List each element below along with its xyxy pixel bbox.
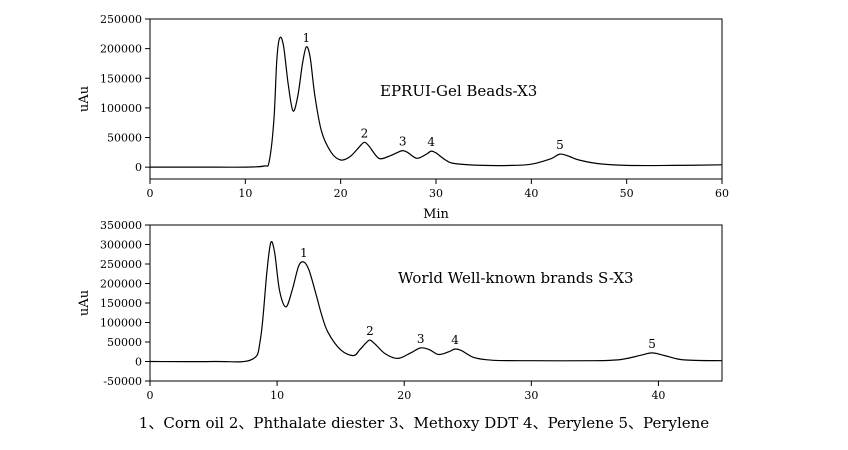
top-x-tick-label-6: 60 bbox=[715, 187, 729, 200]
top-y-tick-label-2: 100000 bbox=[100, 102, 142, 115]
top-plot-title: EPRUI-Gel Beads-X3 bbox=[380, 82, 537, 100]
bottom-y-tick-label-1: 0 bbox=[135, 356, 142, 369]
bottom-y-axis-label: uAu bbox=[77, 290, 92, 316]
top-peak-label-1: 1 bbox=[303, 31, 311, 45]
bottom-plot-title: World Well-known brands S-X3 bbox=[398, 269, 634, 287]
bottom-x-tick-label-2: 20 bbox=[397, 389, 411, 402]
bottom-y-ticks: -50000 0 50000 100000 150000 200000 250000 3000… bbox=[100, 219, 150, 388]
top-peak-label-5: 5 bbox=[556, 138, 564, 152]
bottom-x-tick-label-1: 10 bbox=[270, 389, 284, 402]
bottom-series-line bbox=[149, 240, 723, 363]
top-y-tick-label-3: 150000 bbox=[100, 72, 142, 85]
top-x-tick-label-4: 40 bbox=[524, 187, 538, 200]
bottom-peak-label-5: 5 bbox=[648, 337, 656, 351]
bottom-y-tick-label-5: 200000 bbox=[100, 278, 142, 291]
bottom-peak-label-3: 3 bbox=[417, 332, 425, 346]
bottom-y-tick-label-0: -50000 bbox=[103, 375, 142, 388]
bottom-peak-label-2: 2 bbox=[366, 324, 374, 338]
top-peak-label-2: 2 bbox=[361, 126, 369, 140]
bottom-peak-label-1: 1 bbox=[300, 246, 308, 260]
bottom-y-tick-label-6: 250000 bbox=[100, 258, 142, 271]
bottom-plot-frame bbox=[149, 224, 723, 382]
bottom-x-ticks: 0 10 20 30 40 bbox=[147, 381, 665, 402]
top-y-tick-label-1: 50000 bbox=[107, 132, 142, 145]
bottom-peak-label-4: 4 bbox=[451, 333, 459, 347]
top-x-tick-label-0: 0 bbox=[147, 187, 154, 200]
top-y-tick-label-0: 0 bbox=[135, 161, 142, 174]
bottom-x-tick-label-0: 0 bbox=[147, 389, 154, 402]
bottom-x-tick-label-4: 40 bbox=[651, 389, 665, 402]
top-x-ticks: 0 10 20 30 40 50 60 bbox=[147, 179, 729, 200]
bottom-y-tick-label-4: 150000 bbox=[100, 297, 142, 310]
top-x-tick-label-2: 20 bbox=[334, 187, 348, 200]
bottom-y-tick-label-2: 50000 bbox=[107, 336, 142, 349]
top-y-ticks: 0 50000 100000 150000 200000 250000 bbox=[100, 13, 150, 174]
top-peak-label-3: 3 bbox=[399, 135, 407, 149]
bottom-chromatogram: -500000500001000001500002000002500003000… bbox=[77, 219, 723, 402]
top-series-line bbox=[150, 36, 723, 168]
bottom-peak-labels: 1 2 3 4 5 bbox=[300, 246, 656, 351]
top-peak-label-4: 4 bbox=[427, 135, 435, 149]
bottom-y-tick-label-3: 100000 bbox=[100, 317, 142, 330]
top-x-tick-label-1: 10 bbox=[238, 187, 252, 200]
top-x-tick-label-3: 30 bbox=[429, 187, 443, 200]
bottom-y-tick-label-8: 350000 bbox=[100, 219, 142, 232]
bottom-x-tick-label-3: 30 bbox=[524, 389, 538, 402]
top-peak-labels: 1 2 3 4 5 bbox=[303, 31, 564, 152]
top-x-tick-label-5: 50 bbox=[620, 187, 634, 200]
top-y-tick-label-4: 200000 bbox=[100, 43, 142, 56]
top-y-axis-label: uAu bbox=[77, 86, 92, 112]
top-x-axis-label: Min bbox=[423, 207, 449, 222]
top-y-tick-label-5: 250000 bbox=[100, 13, 142, 26]
bottom-y-tick-label-7: 300000 bbox=[100, 239, 142, 252]
figure-caption: 1、Corn oil 2、Phthalate diester 3、Methoxy… bbox=[138, 414, 710, 432]
